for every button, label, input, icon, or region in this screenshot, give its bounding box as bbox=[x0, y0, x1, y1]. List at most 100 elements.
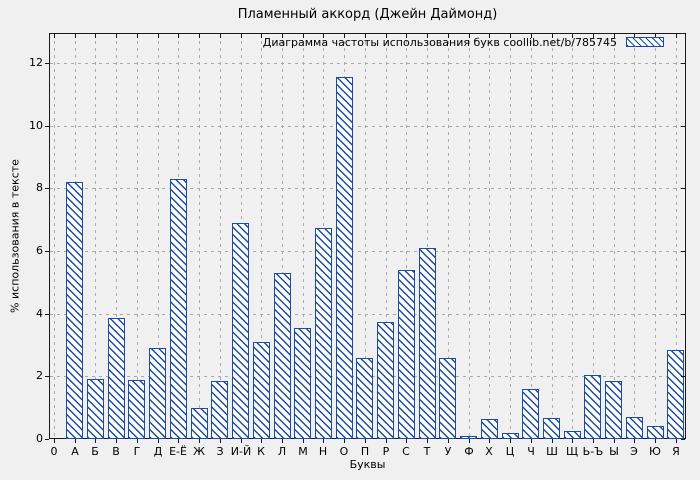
gridline-horizontal bbox=[50, 314, 685, 315]
gridline-vertical bbox=[448, 34, 449, 438]
x-tick-mirror bbox=[614, 34, 615, 38]
x-tick bbox=[220, 439, 221, 443]
x-tick-label: Ц bbox=[505, 445, 515, 458]
bar-А bbox=[66, 182, 83, 439]
x-tick bbox=[116, 439, 117, 443]
x-tick bbox=[593, 439, 594, 443]
bar-В bbox=[108, 318, 125, 439]
x-tick-label: Ш bbox=[546, 445, 558, 458]
y-tick bbox=[45, 126, 49, 127]
bar-Ю bbox=[647, 426, 664, 439]
x-tick bbox=[95, 439, 96, 443]
y-tick bbox=[45, 188, 49, 189]
x-tick-label: Ь-Ъ bbox=[582, 445, 604, 458]
x-tick-label: О bbox=[339, 445, 349, 458]
bar-Т bbox=[419, 248, 436, 439]
x-tick-label: И-Й bbox=[230, 445, 252, 458]
x-tick-mirror bbox=[552, 34, 553, 38]
x-tick-mirror bbox=[303, 34, 304, 38]
x-tick-mirror bbox=[634, 34, 635, 38]
x-tick-mirror bbox=[510, 34, 511, 38]
x-tick bbox=[510, 439, 511, 443]
x-tick-mirror bbox=[137, 34, 138, 38]
gridline-vertical bbox=[593, 34, 594, 438]
x-tick bbox=[365, 439, 366, 443]
gridline-vertical bbox=[510, 34, 511, 438]
x-tick bbox=[137, 439, 138, 443]
x-tick-mirror bbox=[323, 34, 324, 38]
bar-Ж bbox=[191, 408, 208, 439]
x-tick bbox=[427, 439, 428, 443]
y-tick-mirror bbox=[681, 251, 685, 252]
x-tick-mirror bbox=[158, 34, 159, 38]
gridline-vertical bbox=[427, 34, 428, 438]
x-axis-title: Буквы bbox=[349, 458, 386, 471]
bar-И-Й bbox=[232, 223, 249, 439]
gridline-vertical bbox=[137, 34, 138, 438]
bar-П bbox=[356, 358, 373, 439]
x-tick-mirror bbox=[344, 34, 345, 38]
x-tick-label: Х bbox=[485, 445, 493, 458]
x-tick-mirror bbox=[95, 34, 96, 38]
gridline-vertical bbox=[282, 34, 283, 438]
bar-Э bbox=[626, 417, 643, 439]
y-tick-mirror bbox=[681, 126, 685, 127]
gridline-vertical bbox=[469, 34, 470, 438]
y-tick-label: 12 bbox=[29, 56, 43, 69]
x-tick bbox=[241, 439, 242, 443]
gridline-vertical bbox=[386, 34, 387, 438]
x-tick-mirror bbox=[282, 34, 283, 38]
x-tick-mirror bbox=[178, 34, 179, 38]
gridline-vertical bbox=[365, 34, 366, 438]
x-tick bbox=[282, 439, 283, 443]
x-tick-label: Щ bbox=[565, 445, 579, 458]
y-tick-label: 2 bbox=[36, 369, 43, 382]
x-tick-label: Я bbox=[672, 445, 680, 458]
x-tick bbox=[489, 439, 490, 443]
x-tick-label: У bbox=[444, 445, 452, 458]
bar-С bbox=[398, 270, 415, 439]
x-tick bbox=[634, 439, 635, 443]
y-tick bbox=[45, 376, 49, 377]
y-tick bbox=[45, 314, 49, 315]
x-tick bbox=[323, 439, 324, 443]
x-tick-label: Л bbox=[277, 445, 287, 458]
gridline-vertical bbox=[552, 34, 553, 438]
bar-Щ bbox=[564, 431, 581, 439]
legend-swatch-hatched-icon bbox=[626, 37, 664, 47]
gridline-vertical bbox=[531, 34, 532, 438]
x-tick-mirror bbox=[386, 34, 387, 38]
x-tick-mirror bbox=[572, 34, 573, 38]
x-tick bbox=[655, 439, 656, 443]
legend-label: Диаграмма частоты использования букв coo… bbox=[262, 35, 617, 49]
x-tick-mirror bbox=[469, 34, 470, 38]
gridline-vertical bbox=[634, 34, 635, 438]
chart-title: Пламенный аккорд (Джейн Даймонд) bbox=[237, 7, 498, 22]
x-tick-label: Б bbox=[91, 445, 99, 458]
y-tick-mirror bbox=[681, 63, 685, 64]
gridline-vertical bbox=[54, 34, 55, 438]
bar-Л bbox=[274, 273, 291, 439]
x-tick bbox=[178, 439, 179, 443]
bar-Е-Ё bbox=[170, 179, 187, 439]
bar-М bbox=[294, 328, 311, 439]
x-tick-label: З bbox=[216, 445, 224, 458]
bar-Б bbox=[87, 379, 104, 439]
x-tick-label: Н bbox=[318, 445, 328, 458]
x-tick-mirror bbox=[365, 34, 366, 38]
x-tick-label: М bbox=[298, 445, 308, 458]
y-tick bbox=[45, 63, 49, 64]
x-tick bbox=[261, 439, 262, 443]
gridline-horizontal bbox=[50, 63, 685, 64]
bar-Р bbox=[377, 322, 394, 439]
x-tick-mirror bbox=[593, 34, 594, 38]
bar-Я bbox=[667, 350, 684, 439]
gridline-vertical bbox=[261, 34, 262, 438]
x-tick-label: Г bbox=[133, 445, 141, 458]
legend: Диаграмма частоты использования букв coo… bbox=[263, 35, 664, 49]
x-tick-mirror bbox=[75, 34, 76, 38]
x-tick bbox=[676, 439, 677, 443]
x-tick-label: Е-Ё bbox=[169, 445, 187, 458]
x-tick-label: В bbox=[112, 445, 120, 458]
y-tick-label: 0 bbox=[36, 432, 43, 445]
